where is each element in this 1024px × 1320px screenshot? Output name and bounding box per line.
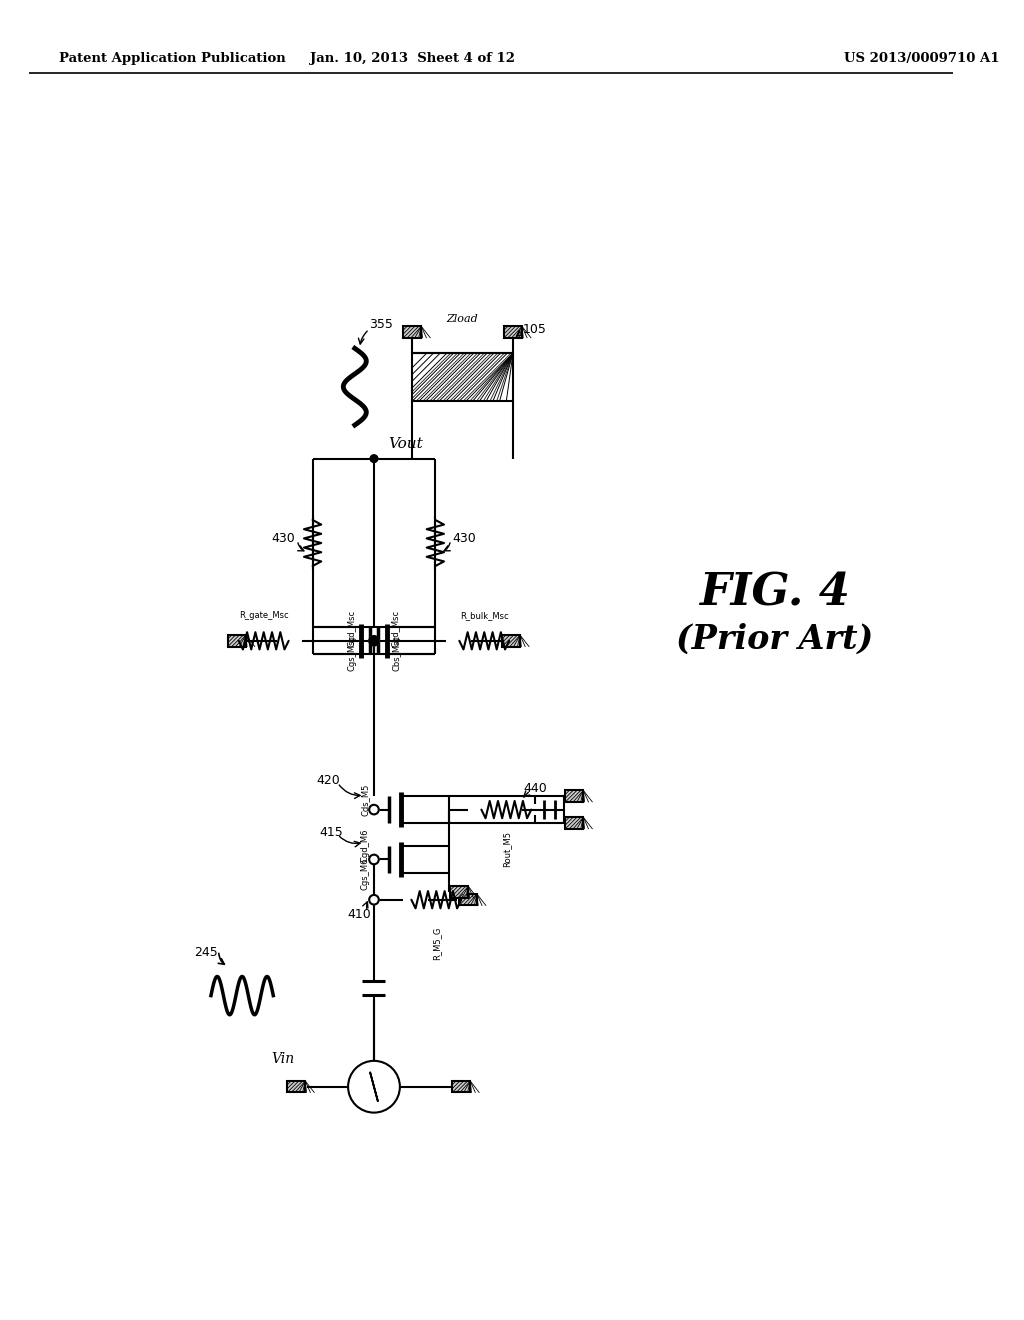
Bar <box>453 1081 470 1093</box>
Circle shape <box>370 638 378 644</box>
Text: US 2013/0009710 A1: US 2013/0009710 A1 <box>844 53 999 65</box>
Bar <box>403 326 421 338</box>
Bar <box>451 886 468 898</box>
Circle shape <box>370 854 379 865</box>
Text: Vin: Vin <box>271 1052 295 1065</box>
Text: 355: 355 <box>370 318 393 331</box>
Bar <box>565 791 584 801</box>
Text: 430: 430 <box>271 532 295 545</box>
Text: 410: 410 <box>348 908 372 920</box>
Bar <box>413 354 513 401</box>
Bar <box>502 635 520 647</box>
Bar <box>504 326 522 338</box>
Text: Cbs_Msc: Cbs_Msc <box>391 635 400 672</box>
Text: FIG. 4: FIG. 4 <box>699 572 850 614</box>
Text: 415: 415 <box>318 826 343 840</box>
Circle shape <box>370 805 379 814</box>
Bar <box>459 894 477 906</box>
Bar <box>288 1081 305 1093</box>
Text: Jan. 10, 2013  Sheet 4 of 12: Jan. 10, 2013 Sheet 4 of 12 <box>310 53 515 65</box>
Text: R_gate_Msc: R_gate_Msc <box>239 611 289 619</box>
Text: Cds_M5: Cds_M5 <box>360 784 370 816</box>
Text: R_bulk_Msc: R_bulk_Msc <box>460 611 509 619</box>
Text: Patent Application Publication: Patent Application Publication <box>59 53 286 65</box>
Text: Zload: Zload <box>446 314 478 325</box>
Text: 430: 430 <box>453 532 476 545</box>
Bar <box>565 817 584 829</box>
Circle shape <box>370 895 379 904</box>
Text: R_M5_G: R_M5_G <box>432 927 440 960</box>
Text: Cgs_Msc: Cgs_Msc <box>348 635 356 672</box>
Text: 245: 245 <box>195 946 218 958</box>
Text: Vout: Vout <box>388 437 423 451</box>
Text: 105: 105 <box>522 322 547 335</box>
Text: 440: 440 <box>523 781 547 795</box>
Text: Cgd_Msc: Cgd_Msc <box>391 610 400 647</box>
Bar <box>228 635 246 647</box>
Text: (Prior Art): (Prior Art) <box>676 623 873 656</box>
Circle shape <box>370 636 379 645</box>
Text: Cgd_Msc: Cgd_Msc <box>348 610 356 647</box>
Text: 420: 420 <box>316 775 340 787</box>
Text: Cgd_M6: Cgd_M6 <box>360 829 370 862</box>
Text: Cgs_M6: Cgs_M6 <box>360 858 370 890</box>
Circle shape <box>370 455 378 462</box>
Text: Rout_M5: Rout_M5 <box>502 830 511 867</box>
